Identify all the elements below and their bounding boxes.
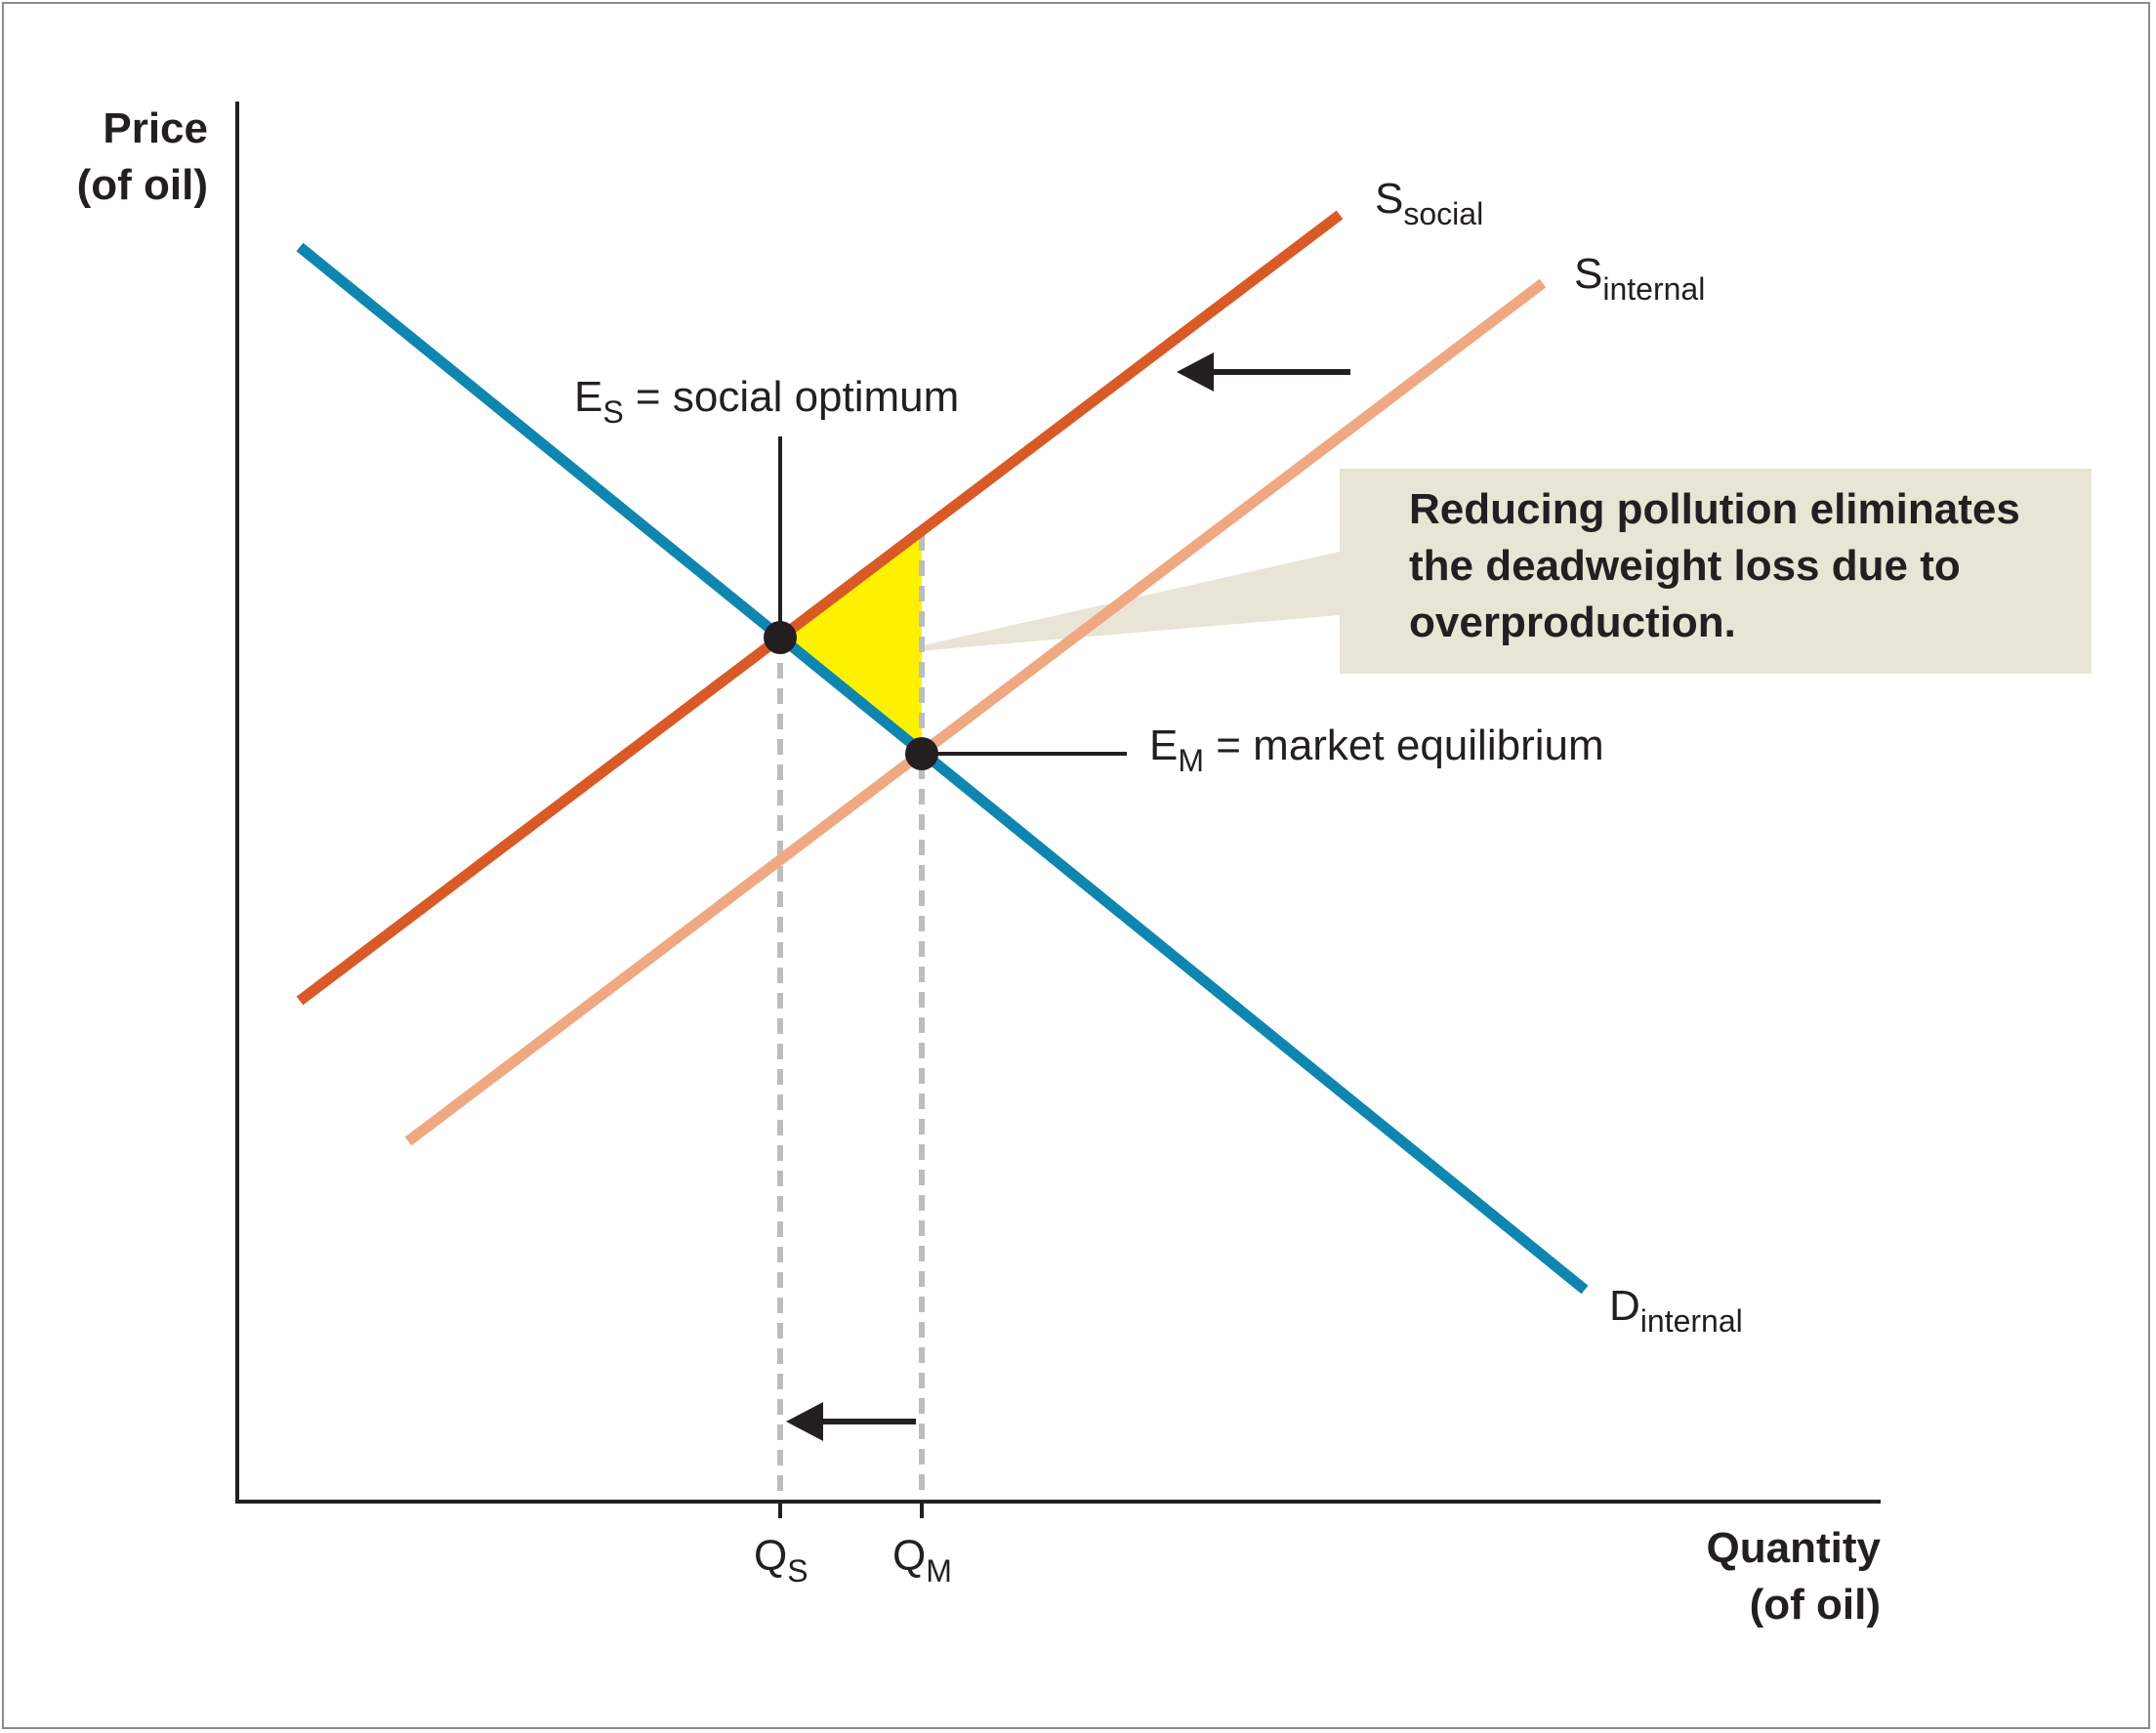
axes [235, 102, 1881, 1504]
quantity-shift-arrow [786, 1402, 916, 1441]
x-axis-label-line1: Quantity [1707, 1524, 1882, 1572]
callout-box [1340, 469, 2092, 674]
social-optimum-point [764, 621, 797, 654]
s-internal-curve [404, 278, 1547, 1146]
d-internal-curve [296, 242, 1589, 1295]
social-optimum-label: ES = social optimum [574, 373, 959, 430]
y-axis-label-line2: (of oil) [77, 161, 208, 209]
market-equilibrium-point [905, 737, 938, 770]
supply-shift-arrow [1177, 352, 1350, 392]
qm-tick-label: QM [892, 1532, 952, 1589]
deadweight-loss-triangle [780, 535, 922, 754]
x-axis-label-line2: (of oil) [1750, 1581, 1881, 1629]
d-internal-label: Dinternal [1609, 1282, 1743, 1339]
s-internal-label: Sinternal [1574, 250, 1705, 307]
s-social-curve [296, 210, 1344, 1006]
callout-text: Reducing pollution eliminates the deadwe… [1409, 485, 2020, 646]
qs-tick-label: QS [754, 1532, 808, 1589]
y-axis-label-line1: Price [103, 104, 208, 152]
s-social-label: Ssocial [1375, 175, 1483, 231]
market-equilibrium-label: EM = market equilibrium [1149, 722, 1604, 778]
